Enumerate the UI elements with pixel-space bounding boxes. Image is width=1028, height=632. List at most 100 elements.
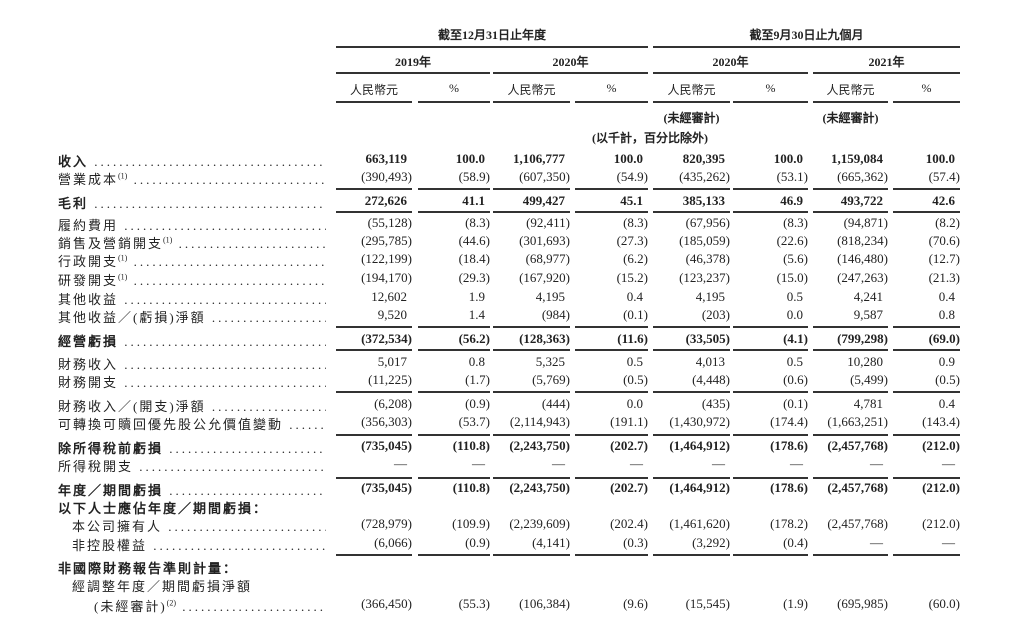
subtotal-rule [418, 211, 490, 213]
percent-cell: (202.4) [610, 516, 648, 531]
amount-cell: (728,979) [361, 516, 412, 531]
subtotal-rule [336, 554, 412, 556]
percent-cell: (53.1) [776, 169, 808, 184]
percent-cell: (0.9) [465, 535, 490, 550]
dot-leader: ........................................… [178, 236, 326, 251]
percent-cell: 42.6 [932, 193, 955, 208]
dot-leader: ........................................… [139, 459, 326, 474]
amount-cell: (203) [701, 307, 730, 322]
subtotal-rule [418, 477, 490, 479]
percent-cell: (0.5) [935, 372, 960, 387]
percent-cell: 100.0 [925, 151, 955, 166]
amount-cell: (2,239,609) [509, 516, 570, 531]
row-label: 以下人士應佔年度／期間虧損： [58, 498, 326, 517]
percent-header: % [921, 81, 932, 95]
amount-cell: (6,066) [374, 535, 412, 550]
subtotal-rule [893, 391, 960, 393]
percent-cell: 0.5 [626, 354, 643, 369]
amount-cell: 4,013 [695, 354, 725, 369]
subtotal-rule [575, 477, 648, 479]
subtotal-rule [493, 211, 570, 213]
amount-cell: 4,241 [853, 289, 883, 304]
amount-cell: 10,280 [847, 354, 883, 369]
dot-leader: ........................................… [124, 292, 326, 307]
dot-leader: ........................................… [289, 417, 326, 432]
percent-cell: (8.3) [783, 215, 808, 230]
row-label-text: 年度／期間虧損 [58, 483, 164, 498]
subtotal-rule [493, 391, 570, 393]
row-label: 財務收入 ...................................… [58, 354, 326, 373]
subtotal-rule [336, 326, 412, 328]
amount-cell: (94,871) [843, 215, 888, 230]
percent-cell: 0.8 [938, 307, 955, 322]
row-label-text: 財務收入 [58, 357, 119, 372]
percent-cell: (11.6) [617, 331, 648, 346]
row-label-text: 研發開支 [58, 273, 119, 288]
percent-cell: (12.7) [928, 251, 960, 266]
dot-leader: ........................................… [169, 441, 326, 456]
percent-cell: (44.6) [458, 233, 490, 248]
subtotal-rule [653, 211, 730, 213]
subtotal-rule [813, 349, 888, 351]
percent-cell: (1.7) [465, 372, 490, 387]
amount-cell: (6,208) [374, 396, 412, 411]
amount-cell: (735,045) [361, 438, 412, 453]
row-label: 所得稅開支 ..................................… [58, 456, 326, 475]
percent-cell: (21.3) [928, 270, 960, 285]
subtotal-rule [575, 349, 648, 351]
subtotal-rule [653, 391, 730, 393]
percent-cell: (29.3) [458, 270, 490, 285]
row-label: 經營虧損 ...................................… [58, 331, 326, 350]
subtotal-rule [733, 477, 808, 479]
percent-cell: (110.8) [452, 438, 490, 453]
percent-cell: (54.9) [616, 169, 648, 184]
amount-cell: (247,263) [837, 270, 888, 285]
subtotal-rule [653, 349, 730, 351]
amount-cell: (2,243,750) [509, 438, 570, 453]
percent-cell: (5.6) [783, 251, 808, 266]
subtotal-rule [813, 554, 888, 556]
row-label: 收入 .....................................… [58, 151, 326, 170]
dot-leader: ........................................… [124, 334, 326, 349]
year-header: 2021年 [868, 55, 905, 69]
percent-cell: (202.7) [610, 480, 648, 495]
percent-cell: (178.6) [770, 438, 808, 453]
amount-cell: (1,464,912) [669, 480, 730, 495]
amount-cell: (106,384) [519, 596, 570, 611]
amount-cell: (185,059) [679, 233, 730, 248]
subtotal-rule [336, 434, 412, 436]
subtotal-rule [575, 211, 648, 213]
amount-cell: (444) [541, 396, 570, 411]
subtotal-rule [893, 326, 960, 328]
amount-cell: (33,505) [685, 331, 730, 346]
percent-cell: 100.0 [613, 151, 643, 166]
row-label-text: 其他收益／(虧損)淨額 [58, 310, 206, 325]
dot-leader: ........................................… [133, 254, 326, 269]
amount-cell: 4,781 [853, 396, 883, 411]
subtotal-rule [493, 349, 570, 351]
amount-cell: 4,195 [695, 289, 725, 304]
percent-cell: (0.1) [623, 307, 648, 322]
row-label: 除所得稅前虧損 ................................… [58, 438, 326, 457]
divider [493, 72, 648, 74]
subtotal-rule [336, 188, 412, 190]
percent-cell: (15.0) [776, 270, 808, 285]
amount-cell: (167,920) [519, 270, 570, 285]
percent-cell: (27.3) [616, 233, 648, 248]
row-label-text: 履約費用 [58, 218, 119, 233]
amount-cell: (390,493) [361, 169, 412, 184]
row-label-text: 行政開支 [58, 254, 119, 269]
amount-cell: (46,378) [685, 251, 730, 266]
percent-cell: (178.6) [770, 480, 808, 495]
subtotal-rule [893, 554, 960, 556]
divider [336, 72, 490, 74]
amount-cell: 4,195 [535, 289, 565, 304]
footnote-ref: (2) [166, 598, 176, 608]
percent-cell: 100.0 [773, 151, 803, 166]
row-label-text: 可轉換可贖回優先股公允價值變動 [58, 417, 284, 432]
amount-cell: — [870, 456, 883, 471]
percent-cell: — [790, 456, 803, 471]
footnote-ref: (1) [118, 272, 128, 282]
percent-cell: (15.2) [616, 270, 648, 285]
percent-cell: (0.1) [783, 396, 808, 411]
